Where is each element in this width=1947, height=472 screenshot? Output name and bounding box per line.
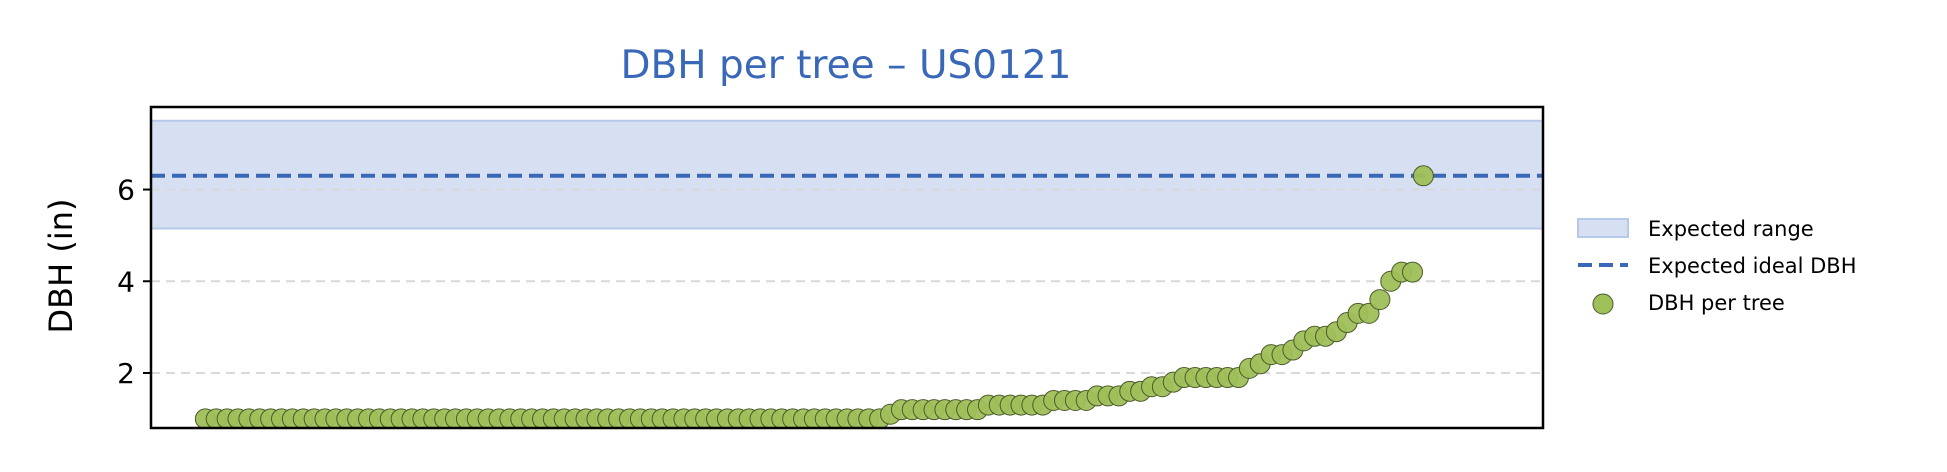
legend-label: Expected range bbox=[1648, 217, 1814, 241]
plot-inner bbox=[151, 119, 1543, 428]
y-axis-label: DBH (in) bbox=[42, 199, 80, 334]
y-tick-label: 6 bbox=[117, 174, 135, 207]
data-point bbox=[1412, 165, 1434, 187]
legend: Expected range Expected ideal DBH DBH per … bbox=[1577, 217, 1856, 315]
y-tick-label: 2 bbox=[117, 357, 135, 390]
plot-area: 2 4 6 bbox=[117, 105, 1545, 430]
plot-frame bbox=[149, 105, 1545, 430]
data-point bbox=[1369, 289, 1391, 311]
legend-label: Expected ideal DBH bbox=[1648, 254, 1856, 278]
data-point bbox=[1358, 302, 1380, 324]
legend-swatch-points bbox=[1592, 293, 1614, 315]
chart-title: DBH per tree – US0121 bbox=[621, 43, 1072, 88]
data-point bbox=[1402, 261, 1423, 283]
y-tick-label: 4 bbox=[117, 265, 135, 298]
legend-swatch-range bbox=[1577, 218, 1629, 238]
legend-label: DBH per tree bbox=[1648, 291, 1785, 315]
